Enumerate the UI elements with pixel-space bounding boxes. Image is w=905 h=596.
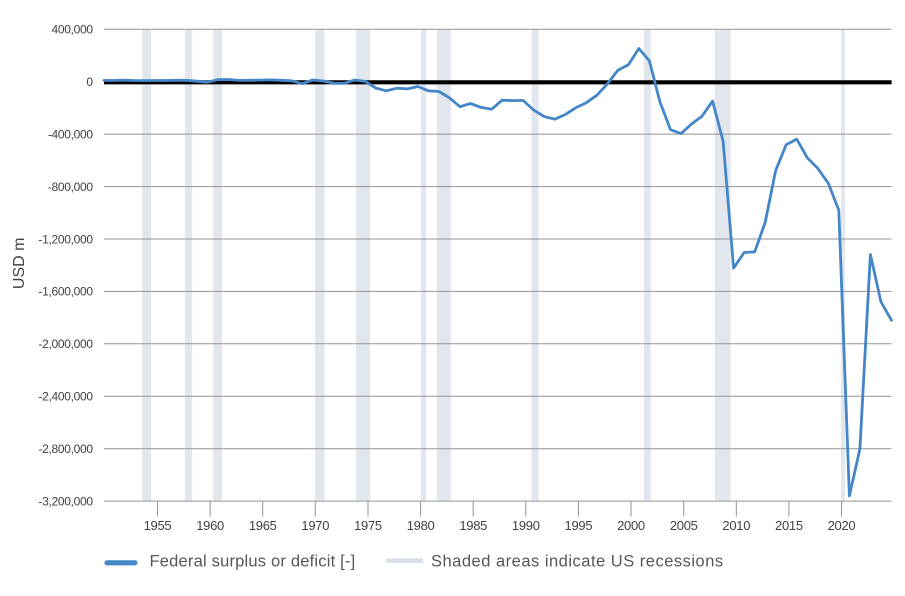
svg-text:USD m: USD m xyxy=(11,238,28,290)
svg-text:-400,000: -400,000 xyxy=(48,127,94,141)
svg-text:2005: 2005 xyxy=(670,518,698,533)
svg-text:1975: 1975 xyxy=(354,518,382,533)
svg-text:1990: 1990 xyxy=(512,518,540,533)
svg-text:Shaded areas indicate US reces: Shaded areas indicate US recessions xyxy=(431,552,724,570)
svg-text:1995: 1995 xyxy=(565,518,593,533)
svg-text:Federal surplus or deficit [-]: Federal surplus or deficit [-] xyxy=(150,552,356,570)
svg-text:2000: 2000 xyxy=(617,518,645,533)
svg-text:-2,000,000: -2,000,000 xyxy=(38,337,93,351)
svg-text:2020: 2020 xyxy=(828,518,856,533)
svg-text:1970: 1970 xyxy=(301,518,329,533)
svg-text:-800,000: -800,000 xyxy=(48,180,94,194)
svg-text:1960: 1960 xyxy=(196,518,224,533)
svg-text:2010: 2010 xyxy=(722,518,750,533)
svg-text:2015: 2015 xyxy=(775,518,803,533)
svg-text:-2,800,000: -2,800,000 xyxy=(38,442,93,456)
svg-text:1985: 1985 xyxy=(459,518,487,533)
svg-text:1980: 1980 xyxy=(407,518,435,533)
svg-text:0: 0 xyxy=(86,75,93,89)
svg-text:-2,400,000: -2,400,000 xyxy=(38,390,93,404)
svg-text:-3,200,000: -3,200,000 xyxy=(38,494,93,508)
svg-text:-1,200,000: -1,200,000 xyxy=(38,232,93,246)
svg-text:1955: 1955 xyxy=(144,518,172,533)
svg-text:-1,600,000: -1,600,000 xyxy=(38,285,93,299)
svg-text:400,000: 400,000 xyxy=(52,23,94,37)
svg-text:1965: 1965 xyxy=(249,518,277,533)
